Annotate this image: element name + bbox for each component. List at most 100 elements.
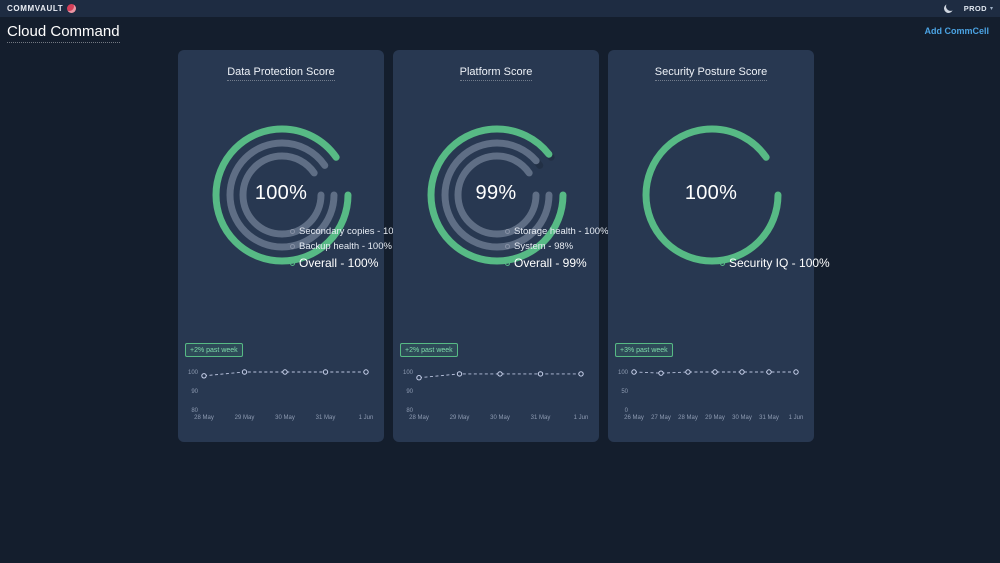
trend-change-badge: +2% past week: [185, 343, 243, 357]
y-axis-tick: 90: [406, 389, 413, 395]
card-title: Data Protection Score: [227, 66, 335, 81]
legend-marker-icon: [290, 260, 295, 266]
add-commcell-button[interactable]: Add CommCell: [924, 26, 989, 36]
gauge-arc-security-iq: [642, 125, 782, 265]
chevron-down-icon: ▾: [989, 5, 993, 12]
y-axis-tick: 50: [621, 389, 628, 395]
legend-label: Secondary copies - 100%: [299, 226, 408, 237]
trend-point: [537, 371, 544, 377]
score-cards-row: Data Protection Score 100% Secondary copie…: [178, 50, 830, 442]
legend-label: Overall - 100%: [299, 256, 379, 270]
trend-chart: 100 50 026 May 27 May 28 May 29 May 30 May 31 M…: [618, 369, 804, 421]
trend-point: [578, 371, 584, 377]
brand-name: COMMVAULT: [7, 4, 64, 13]
commvault-logo-icon: [67, 4, 77, 13]
card-title-wrap: Data Protection Score: [178, 62, 384, 81]
trend-point: [241, 369, 248, 375]
x-axis-tick: 29 May: [705, 415, 725, 421]
gauge-arc-overall: [427, 125, 567, 265]
y-axis-tick: 80: [191, 408, 198, 414]
trend-point: [456, 371, 463, 377]
trend-point: [322, 369, 329, 375]
score-card: Security Posture Score 100% Security IQ - …: [608, 50, 830, 442]
legend-marker-icon: [505, 229, 510, 234]
x-axis-tick: 27 May: [651, 415, 671, 421]
top-bar: COMMVAULT PROD ▾: [0, 0, 1000, 17]
legend-item[interactable]: Overall - 100%: [290, 256, 407, 270]
legend-marker-icon: [505, 260, 510, 266]
x-axis-tick: 28 May: [194, 415, 214, 421]
legend-marker-icon: [505, 244, 510, 249]
gauge-arc-system: [441, 139, 553, 251]
x-axis-tick: 1 Jun: [789, 415, 804, 421]
x-axis-tick: 30 May: [732, 415, 752, 421]
gauge-score-value: 100%: [254, 182, 308, 204]
score-card: Platform Score 99% Storage health - 100% Sy…: [393, 50, 609, 442]
y-axis-tick: 100: [188, 370, 199, 376]
trend-point: [363, 369, 369, 375]
legend-item[interactable]: Overall - 99%: [505, 256, 609, 270]
trend-change-badge: +3% past week: [615, 343, 673, 357]
y-axis-tick: 90: [191, 389, 198, 395]
y-axis-tick: 100: [618, 370, 629, 376]
environment-dropdown[interactable]: PROD ▾: [964, 4, 993, 13]
x-axis-tick: 30 May: [490, 415, 510, 421]
gauge-arc-backup-health: [226, 139, 338, 251]
legend-label: Backup health - 100%: [299, 241, 392, 252]
trend-point: [793, 369, 799, 375]
gauge-chart: [212, 125, 352, 265]
y-axis-tick: 0: [625, 408, 629, 414]
gauge-chart: [642, 125, 782, 265]
x-axis-tick: 1 Jun: [574, 415, 589, 421]
legend-item[interactable]: Security IQ - 100%: [720, 256, 830, 270]
legend-label: Security IQ - 100%: [729, 256, 830, 270]
environment-label: PROD: [963, 4, 987, 13]
legend-item[interactable]: System - 98%: [505, 241, 609, 252]
page-title: Cloud Command: [7, 23, 120, 43]
trend-change-badge: +2% past week: [400, 343, 458, 357]
score-card: Data Protection Score 100% Secondary copie…: [178, 50, 407, 442]
card-title-wrap: Platform Score: [393, 62, 599, 81]
dark-mode-toggle-icon[interactable]: [943, 3, 954, 14]
legend-item[interactable]: Storage health - 100%: [505, 226, 609, 237]
x-axis-tick: 1 Jun: [359, 415, 374, 421]
legend-marker-icon: [720, 260, 725, 266]
gauge-arc-storage-health: [454, 152, 540, 238]
x-axis-tick: 31 May: [316, 415, 336, 421]
trend-point: [766, 369, 772, 375]
brand[interactable]: COMMVAULT: [7, 4, 77, 13]
y-axis-tick: 80: [406, 408, 413, 414]
x-axis-tick: 30 May: [275, 415, 295, 421]
trend-point: [416, 375, 422, 381]
gauge-legend: Secondary copies - 100% Backup health - 1…: [290, 222, 407, 270]
gauge-legend: Security IQ - 100%: [720, 252, 830, 270]
legend-label: Storage health - 100%: [514, 226, 609, 237]
topbar-actions: PROD ▾: [944, 4, 993, 13]
x-axis-tick: 31 May: [531, 415, 551, 421]
trend-point: [658, 370, 664, 376]
gauge-arc-secondary-copies: [239, 152, 325, 238]
gauge-arc-overall: [212, 125, 352, 265]
gauge-score-value: 100%: [684, 182, 738, 204]
trend-point: [685, 369, 691, 375]
legend-item[interactable]: Backup health - 100%: [290, 241, 407, 252]
x-axis-tick: 29 May: [450, 415, 470, 421]
card-title-wrap: Security Posture Score: [608, 62, 814, 81]
x-axis-tick: 31 May: [759, 415, 779, 421]
gauge-score-value: 99%: [475, 182, 517, 204]
legend-label: System - 98%: [514, 241, 574, 252]
trend-point: [739, 369, 745, 375]
card-title: Security Posture Score: [654, 66, 768, 81]
legend-marker-icon: [290, 244, 295, 249]
trend-point: [201, 373, 207, 379]
gauge-legend: Storage health - 100% System - 98% Overall…: [505, 222, 609, 270]
trend-point: [712, 369, 718, 375]
x-axis-tick: 29 May: [235, 415, 255, 421]
legend-item[interactable]: Secondary copies - 100%: [290, 226, 407, 237]
legend-label: Overall - 99%: [514, 256, 587, 270]
trend-point: [497, 371, 503, 377]
x-axis-tick: 26 May: [624, 415, 644, 421]
gauge-chart: [427, 125, 567, 265]
